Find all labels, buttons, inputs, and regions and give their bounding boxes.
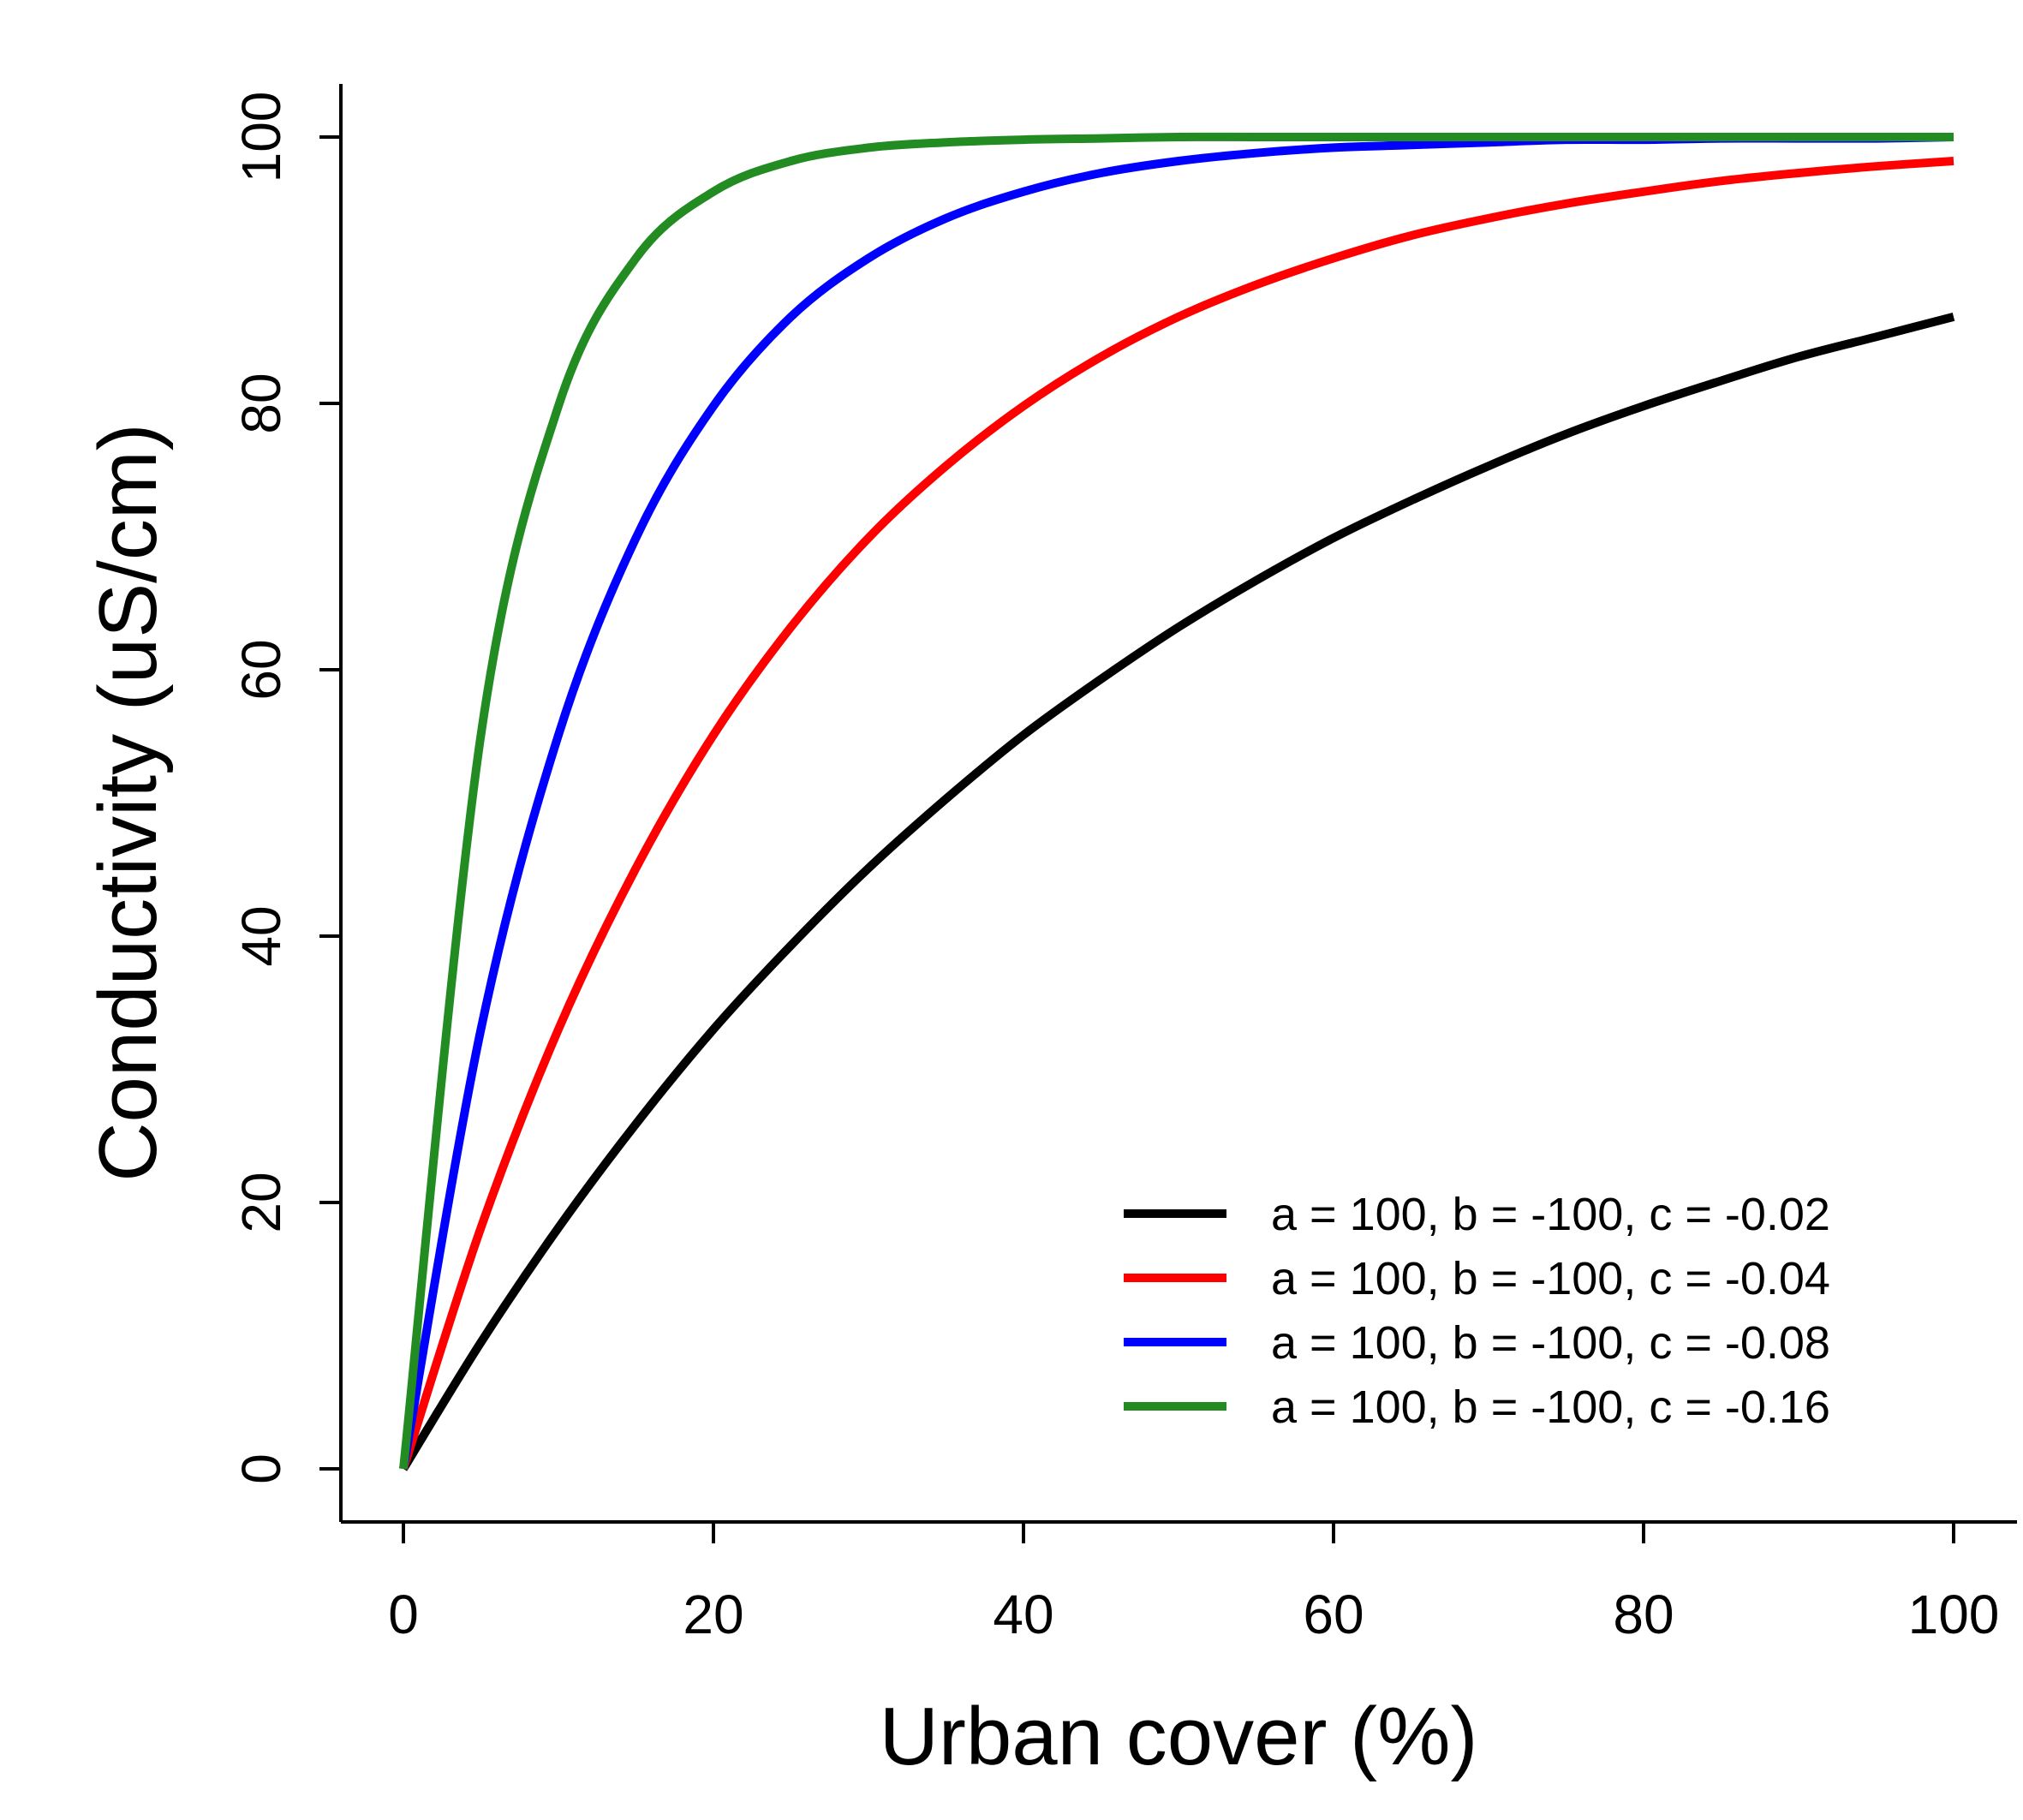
legend: a = 100, b = -100, c = -0.02 a = 100, b =… bbox=[1124, 1189, 1830, 1433]
series-line-1 bbox=[399, 313, 1955, 1471]
x-tick-label: 60 bbox=[1303, 1584, 1364, 1645]
x-tick-label: 20 bbox=[683, 1584, 743, 1645]
y-tick-label: 0 bbox=[230, 1453, 292, 1484]
y-tick-label: 40 bbox=[230, 905, 292, 966]
legend-label-4: a = 100, b = -100, c = -0.16 bbox=[1271, 1381, 1830, 1433]
y-tick-label: 80 bbox=[230, 373, 292, 433]
series-line-2 bbox=[399, 157, 1954, 1471]
x-tick-label: 100 bbox=[1908, 1584, 2000, 1645]
y-tick-label: 100 bbox=[230, 92, 292, 183]
x-tick-label: 40 bbox=[993, 1584, 1053, 1645]
legend-label-1: a = 100, b = -100, c = -0.02 bbox=[1271, 1189, 1830, 1240]
y-ticks: 0 20 40 60 80 100 bbox=[230, 92, 341, 1484]
series-group bbox=[399, 132, 1955, 1471]
y-tick-label: 60 bbox=[230, 639, 292, 700]
x-axis-title: Urban cover (%) bbox=[880, 1691, 1478, 1782]
y-tick-label: 20 bbox=[230, 1172, 292, 1232]
y-axis-title: Conductivity (uS/cm) bbox=[82, 423, 174, 1182]
x-tick-label: 0 bbox=[388, 1584, 419, 1645]
x-ticks: 0 20 40 60 80 100 bbox=[388, 1522, 1999, 1645]
series-line-4 bbox=[399, 132, 1954, 1470]
axes bbox=[339, 84, 2017, 1524]
x-tick-label: 80 bbox=[1613, 1584, 1674, 1645]
legend-label-2: a = 100, b = -100, c = -0.04 bbox=[1271, 1253, 1830, 1304]
legend-label-3: a = 100, b = -100, c = -0.08 bbox=[1271, 1317, 1830, 1369]
